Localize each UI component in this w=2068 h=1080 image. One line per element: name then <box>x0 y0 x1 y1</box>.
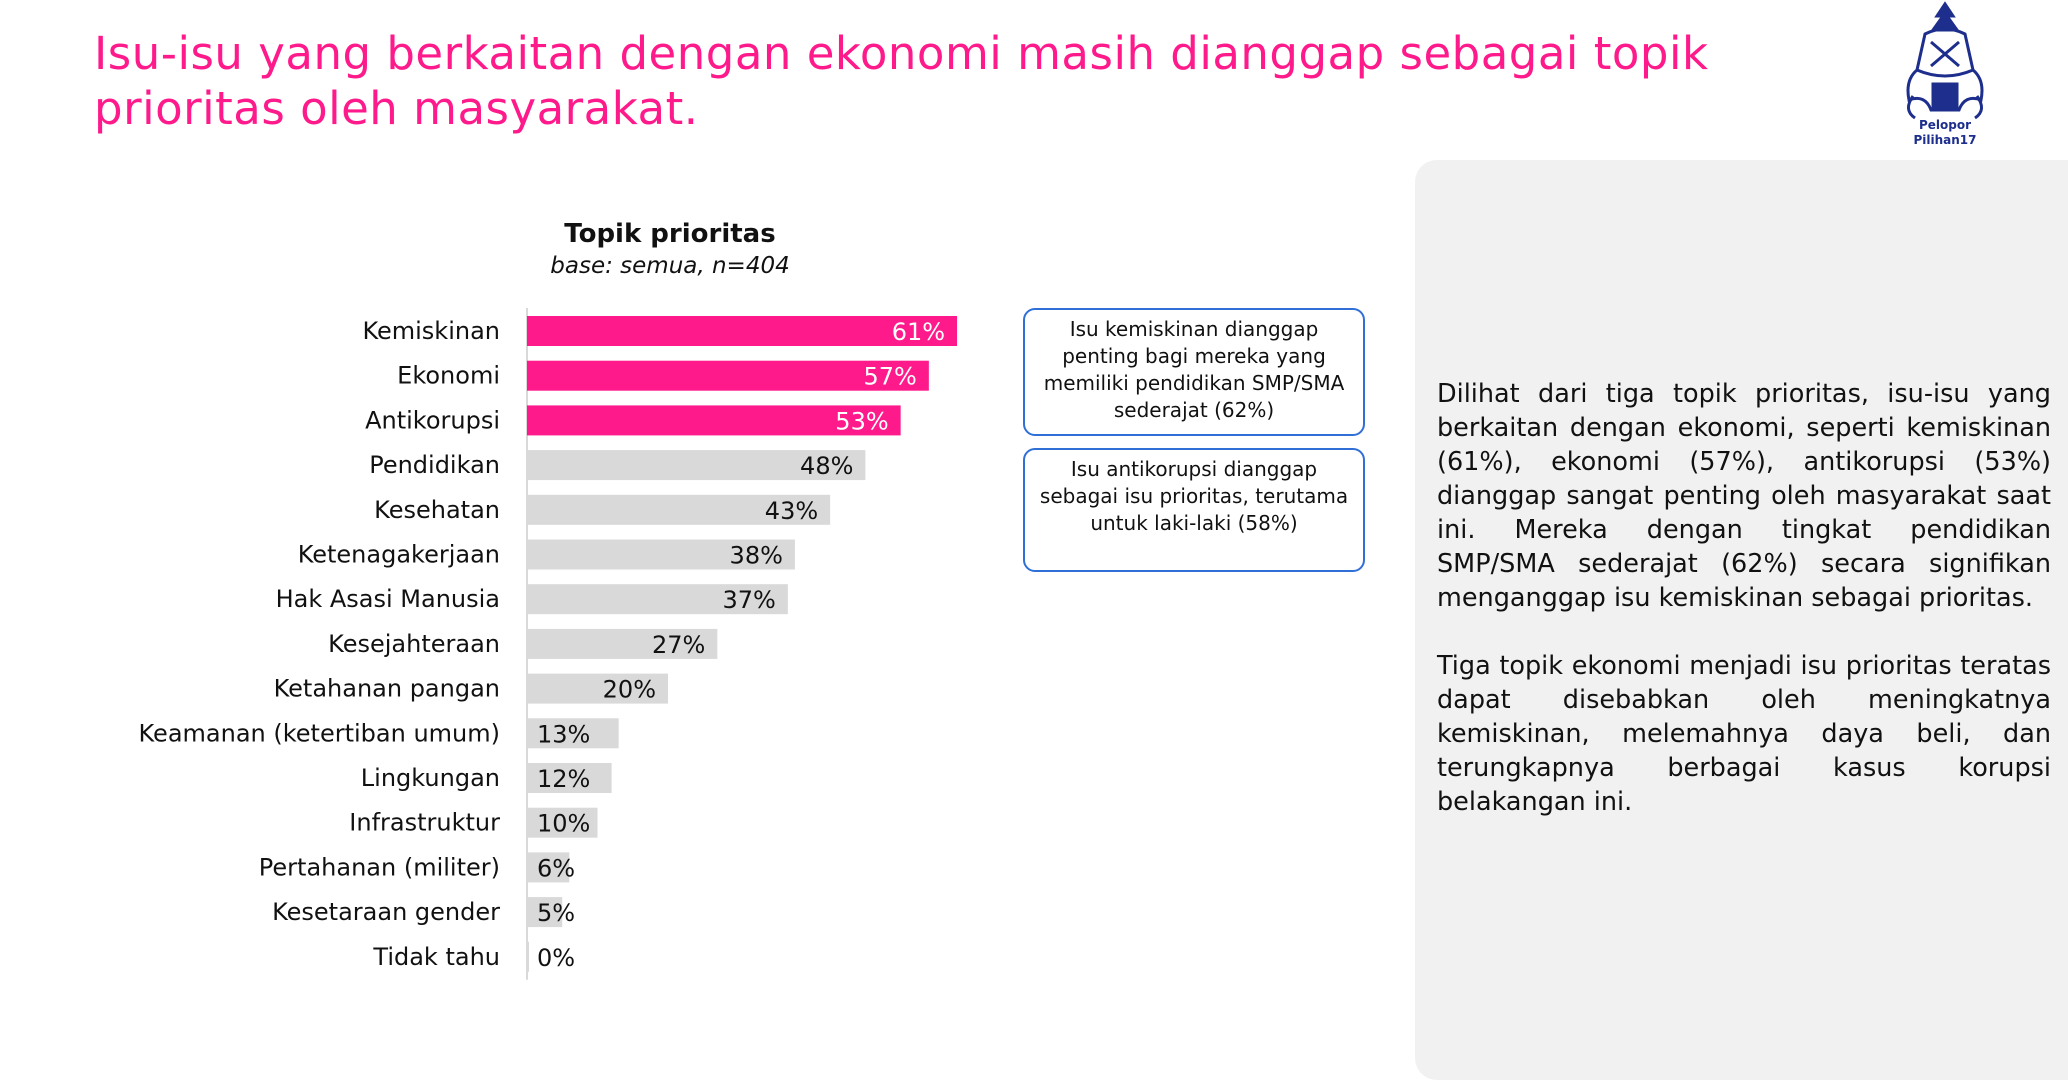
value-label: 5% <box>537 899 575 927</box>
value-label: 38% <box>730 542 783 570</box>
insight-paragraph-2: Tiga topik ekonomi menjadi isu prioritas… <box>1437 651 2051 817</box>
value-label: 20% <box>603 676 656 704</box>
bar-pertahanan-militer <box>527 852 570 883</box>
callout-kemiskinan: Isu kemiskinan dianggap penting bagi mer… <box>1023 308 1365 436</box>
category-label: Keamanan (ketertiban umum) <box>139 719 500 747</box>
bar-ketenagakerjaan <box>527 539 795 570</box>
category-label: Infrastruktur <box>349 809 500 837</box>
bar-kemiskinan <box>527 316 958 346</box>
insight-text: Dilihat dari tiga topik prioritas, isu-i… <box>1437 377 2051 853</box>
bar-hak-asasi-manusia <box>527 584 788 615</box>
bar-lingkungan <box>527 763 612 793</box>
insight-panel <box>1415 160 2068 1080</box>
bar-chart: Kemiskinan 61% Ekonomi 57% Antikorupsi 53% Pen… <box>139 308 958 980</box>
value-label: 6% <box>537 854 575 882</box>
category-label: Antikorupsi <box>365 406 500 434</box>
bar-infrastruktur <box>527 807 598 838</box>
category-label: Tidak tahu <box>372 943 500 971</box>
value-label: 48% <box>800 452 853 480</box>
category-label: Ketenagakerjaan <box>298 541 500 569</box>
bar-ketahanan-pangan <box>527 673 668 704</box>
insight-paragraph-1: Dilihat dari tiga topik prioritas, isu-i… <box>1437 379 2051 613</box>
logo-text-line2: Pilihan17 <box>1913 133 1977 147</box>
category-label: Pendidikan <box>369 451 500 479</box>
category-label: Kesejahteraan <box>328 630 500 658</box>
value-label: 10% <box>537 810 590 838</box>
category-label: Kesehatan <box>374 496 500 524</box>
value-label: 0% <box>537 944 575 972</box>
category-label: Lingkungan <box>361 764 500 792</box>
logo-emblem-icon <box>1906 1 1984 120</box>
bar-antikorupsi <box>527 405 901 436</box>
chart-title: Topik prioritas <box>564 219 776 249</box>
category-label: Ketahanan pangan <box>274 675 500 703</box>
bar-kesejahteraan <box>527 628 718 659</box>
value-label: 43% <box>765 497 818 525</box>
bar-keamanan-ketertiban-umum <box>527 718 619 749</box>
bar-kesehatan <box>527 494 831 525</box>
page-title: Isu-isu yang berkaitan dengan ekonomi ma… <box>94 27 1709 135</box>
value-label: 13% <box>537 720 590 748</box>
value-label: 27% <box>652 631 705 659</box>
value-label: 53% <box>835 407 888 435</box>
category-label: Ekonomi <box>397 362 500 390</box>
bar-tidak-tahu <box>527 941 529 972</box>
bar-ekonomi <box>527 360 929 391</box>
bar-pendidikan <box>527 450 866 481</box>
category-label: Hak Asasi Manusia <box>276 585 500 613</box>
category-label: Kemiskinan <box>362 317 500 345</box>
value-label: 12% <box>537 765 590 793</box>
value-label: 37% <box>723 586 776 614</box>
callout-antikorupsi: Isu antikorupsi dianggap sebagai isu pri… <box>1023 448 1365 572</box>
logo-text-line1: Pelopor <box>1918 118 1972 132</box>
bar-kesetaraan-gender <box>527 897 563 928</box>
category-label: Pertahanan (militer) <box>259 853 500 881</box>
chart-subtitle: base: semua, n=404 <box>550 253 790 279</box>
category-label: Kesetaraan gender <box>272 898 500 926</box>
value-label: 61% <box>892 318 945 346</box>
value-label: 57% <box>864 363 917 391</box>
